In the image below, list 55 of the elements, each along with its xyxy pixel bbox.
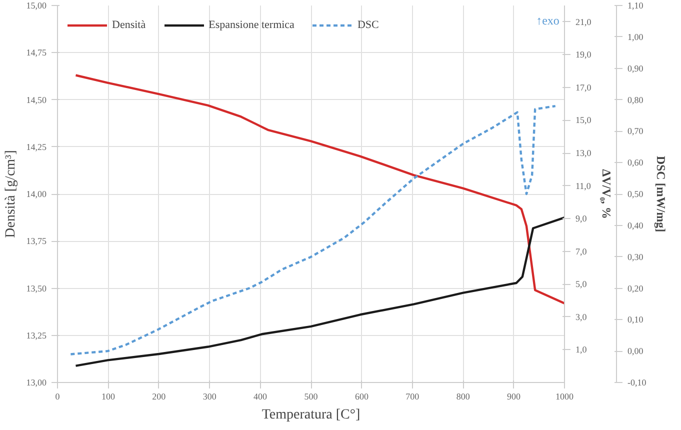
x-tick-label: 300 — [202, 392, 217, 402]
y3-tick-label: 0,00 — [628, 346, 644, 356]
y-axis-title: Densità [g/cm³] — [3, 150, 18, 238]
y-tick-label: 14,25 — [26, 142, 47, 152]
y-tick-label: 14,00 — [26, 189, 47, 199]
y3-tick-label: 0,30 — [628, 252, 644, 262]
y3-tick-label: 0,50 — [628, 189, 644, 199]
y3-tick-label: 0,70 — [628, 126, 644, 136]
x-tick-label: 0 — [55, 392, 60, 402]
y2-tick-label: 7,0 — [576, 246, 588, 256]
y2-tick-label: 19,0 — [576, 50, 592, 60]
y3-tick-label: 0,80 — [628, 94, 644, 105]
x-tick-label: 200 — [152, 392, 166, 402]
y2-tick-label: 15,0 — [576, 115, 592, 126]
y2-tick-label: 17,0 — [576, 82, 592, 92]
y3-tick-label: -0,10 — [628, 378, 647, 388]
y-tick-label: 13,50 — [26, 283, 47, 294]
y3-axis-title: DSC [mW/mg] — [654, 156, 668, 232]
x-tick-label: 700 — [406, 392, 420, 402]
line-series — [74, 74, 564, 304]
line-series — [74, 216, 564, 367]
y2-tick-label: 9,0 — [576, 214, 588, 224]
y3-tick-label: 0,40 — [628, 220, 644, 230]
x-tick-label: 100 — [101, 392, 116, 402]
y3-tick-label: 1,00 — [628, 32, 644, 42]
y2-tick-label: 11,0 — [576, 180, 592, 191]
legend-label: Densità — [112, 19, 146, 31]
y3-tick-label: 0,60 — [628, 158, 644, 168]
y2-tick-label: 21,0 — [576, 16, 592, 27]
x-tick-label: 900 — [507, 392, 522, 402]
y-tick-label: 15,00 — [26, 0, 47, 10]
y3-tick-label: 0,10 — [628, 314, 644, 325]
y2-tick-label: 1,0 — [576, 344, 588, 355]
annotation: ↑exo — [536, 14, 560, 28]
y2-tick-label: 5,0 — [576, 279, 588, 290]
y-tick-label: 13,25 — [26, 330, 47, 340]
line-series — [70, 104, 556, 356]
y3-tick-label: 1,10 — [628, 0, 644, 10]
x-tick-label: 600 — [354, 392, 369, 402]
y2-axis-title: ΔV/V₀, % — [599, 169, 614, 219]
legend-label: DSC — [357, 19, 379, 31]
y3-tick-label: 0,90 — [628, 63, 644, 74]
y-tick-label: 14,75 — [26, 48, 47, 58]
y2-tick-label: 13,0 — [576, 148, 592, 158]
x-axis-title: Temperatura [C°] — [262, 408, 360, 422]
x-tick-label: 500 — [304, 392, 318, 402]
y-tick-label: 13,75 — [26, 236, 47, 246]
y-tick-label: 13,00 — [26, 378, 47, 388]
x-tick-label: 1000 — [556, 392, 574, 402]
y2-tick-label: 3,0 — [576, 312, 588, 322]
legend-label: Espansione termica — [208, 19, 294, 31]
y3-tick-label: 0,20 — [628, 283, 644, 294]
y-tick-label: 14,50 — [26, 94, 47, 105]
x-tick-label: 400 — [254, 392, 268, 402]
x-tick-label: 800 — [456, 392, 470, 402]
